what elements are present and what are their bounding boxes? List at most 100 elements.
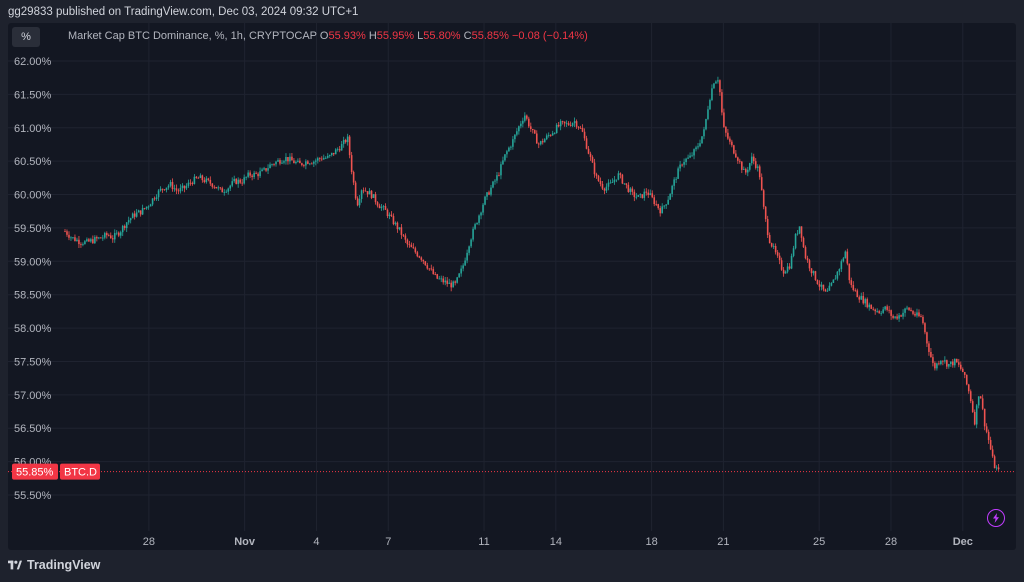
candle-body <box>454 281 456 283</box>
candle-body <box>179 187 182 192</box>
price-tag-bg <box>12 463 58 480</box>
candle-body <box>207 178 210 180</box>
candle-body <box>430 268 433 270</box>
candle-body <box>259 171 261 177</box>
candle-body <box>721 92 723 113</box>
candle-body <box>581 127 584 132</box>
candle-body <box>102 237 104 239</box>
candle-body <box>424 261 427 266</box>
candle-body <box>227 188 230 192</box>
candle-body <box>531 128 534 131</box>
candle-body <box>88 239 90 242</box>
x-tick-label: 28 <box>143 536 155 548</box>
candle-body <box>981 398 984 409</box>
candle-body <box>723 112 725 127</box>
candle-body <box>181 185 184 188</box>
candle-body <box>910 309 912 312</box>
y-tick-label: 60.50% <box>14 156 52 168</box>
candle-body <box>313 161 315 164</box>
candle-body <box>514 134 516 140</box>
candle-body <box>649 193 652 195</box>
candle-body <box>850 280 853 285</box>
candle-body <box>275 161 277 165</box>
candle-body <box>426 265 429 269</box>
candle-body <box>575 121 578 127</box>
candle-body <box>265 168 267 171</box>
candlestick-chart[interactable]: 62.00% 61.50% 61.00% 60.50% 60.00% 59.50% 59.0… <box>8 23 1016 550</box>
candle-body <box>263 168 265 170</box>
candle-body <box>151 198 154 205</box>
candle-body <box>669 193 671 200</box>
candle-body <box>470 239 472 247</box>
candle-body <box>683 162 685 165</box>
chart-panel[interactable]: 62.00% 61.50% 61.00% 60.50% 60.00% 59.50% 59.0… <box>8 23 1016 550</box>
candle-body <box>301 163 303 166</box>
candle-body <box>754 161 757 168</box>
candle-body <box>382 206 385 207</box>
candle-body <box>466 252 468 261</box>
candle-body <box>635 196 638 198</box>
lightning-icon[interactable] <box>987 509 1005 527</box>
candle-body <box>985 426 988 432</box>
candle-body <box>392 216 395 225</box>
y-tick-label: 61.50% <box>14 89 52 101</box>
candle-body <box>165 187 168 191</box>
candle-body <box>70 237 72 239</box>
candle-body <box>452 281 454 288</box>
price-tag-value: 55.85% <box>16 467 54 479</box>
candle-body <box>601 183 604 189</box>
candle-body <box>609 182 612 184</box>
candle-body <box>528 118 530 127</box>
candle-body <box>579 127 582 129</box>
candle-body <box>952 361 954 366</box>
candle-body <box>249 172 251 176</box>
candle-body <box>591 157 594 163</box>
candle-body <box>932 357 934 363</box>
candle-body <box>900 315 902 317</box>
candle-body <box>621 174 624 184</box>
tradingview-logo-icon <box>8 560 22 570</box>
candle-body <box>315 160 317 162</box>
candle-body <box>257 173 259 177</box>
candle-body <box>344 139 347 143</box>
legend-high-key: H <box>368 30 377 42</box>
candle-body <box>253 172 255 178</box>
candle-body <box>808 260 811 269</box>
candle-body <box>380 206 383 209</box>
candle-body <box>494 180 496 182</box>
candle-body <box>713 83 715 89</box>
candle-body <box>810 268 813 274</box>
candle-body <box>388 214 391 217</box>
candle-body <box>826 290 829 292</box>
candle-body <box>98 237 100 239</box>
candle-body <box>526 115 528 119</box>
y-tick-label: 57.50% <box>14 356 52 368</box>
candle-body <box>950 361 952 364</box>
candle-body <box>472 228 474 240</box>
candle-body <box>631 188 634 192</box>
candle-body <box>64 231 66 233</box>
candle-body <box>82 244 84 245</box>
tradingview-logo[interactable]: TradingView <box>8 558 100 572</box>
candle-body <box>309 163 311 165</box>
candle-body <box>524 115 526 121</box>
candle-body <box>462 265 464 269</box>
candle-body <box>886 306 888 310</box>
candle-body <box>691 155 693 157</box>
candle-body <box>585 138 588 149</box>
candle-body <box>500 164 502 176</box>
candle-body <box>766 219 769 236</box>
candle-body <box>695 147 697 150</box>
candle-body <box>442 278 445 283</box>
candle-body <box>378 205 381 209</box>
candle-body <box>163 189 166 191</box>
candle-body <box>412 247 415 249</box>
candle-body <box>906 307 908 309</box>
candle-body <box>78 239 80 245</box>
candle-body <box>376 202 379 206</box>
percent-scale-button[interactable]: % <box>12 27 40 47</box>
candle-body <box>502 160 504 165</box>
candle-body <box>480 212 482 216</box>
published-info: gg29833 published on TradingView.com, De… <box>8 6 359 18</box>
candle-body <box>938 363 940 365</box>
